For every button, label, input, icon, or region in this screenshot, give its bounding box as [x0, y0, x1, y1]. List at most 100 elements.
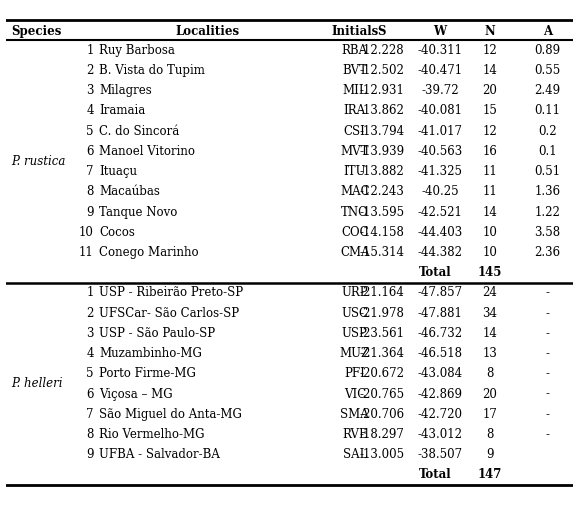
Text: 8: 8 [86, 428, 94, 441]
Text: -41.017: -41.017 [417, 125, 463, 138]
Text: Rio Vermelho-MG: Rio Vermelho-MG [100, 428, 205, 441]
Text: -13.939: -13.939 [360, 145, 405, 158]
Text: Total: Total [419, 469, 451, 481]
Text: Ituaçu: Ituaçu [100, 165, 137, 178]
Text: 9: 9 [86, 448, 94, 461]
Text: -: - [545, 387, 549, 400]
Text: -: - [545, 428, 549, 441]
Text: 24: 24 [482, 286, 497, 299]
Text: SAL: SAL [343, 448, 367, 461]
Text: -40.311: -40.311 [417, 44, 463, 57]
Text: 7: 7 [86, 408, 94, 421]
Text: Muzambinho-MG: Muzambinho-MG [100, 347, 202, 360]
Text: Ruy Barbosa: Ruy Barbosa [100, 44, 175, 57]
Text: BVT: BVT [342, 64, 367, 77]
Text: ITU: ITU [343, 165, 366, 178]
Text: 10: 10 [482, 226, 497, 239]
Text: -13.595: -13.595 [360, 206, 405, 219]
Text: Viçosa – MG: Viçosa – MG [100, 387, 173, 400]
Text: 9: 9 [86, 206, 94, 219]
Text: -47.857: -47.857 [417, 286, 463, 299]
Text: 0.51: 0.51 [534, 165, 560, 178]
Text: 9: 9 [486, 448, 493, 461]
Text: 0.1: 0.1 [538, 145, 557, 158]
Text: -13.882: -13.882 [360, 165, 404, 178]
Text: -18.297: -18.297 [360, 428, 404, 441]
Text: 10: 10 [79, 226, 94, 239]
Text: Tanque Novo: Tanque Novo [100, 206, 178, 219]
Text: USP - São Paulo-SP: USP - São Paulo-SP [100, 327, 215, 340]
Text: 6: 6 [86, 145, 94, 158]
Text: MUZ: MUZ [340, 347, 370, 360]
Text: USP - Ribeirão Preto-SP: USP - Ribeirão Preto-SP [100, 286, 244, 299]
Text: MAC: MAC [340, 185, 369, 198]
Text: -: - [545, 286, 549, 299]
Text: MVT: MVT [340, 145, 369, 158]
Text: -20.765: -20.765 [360, 387, 405, 400]
Text: -: - [545, 327, 549, 340]
Text: Species: Species [12, 25, 62, 37]
Text: W: W [433, 25, 446, 37]
Text: 8: 8 [86, 185, 94, 198]
Text: -40.25: -40.25 [421, 185, 459, 198]
Text: CMA: CMA [340, 246, 369, 259]
Text: 0.11: 0.11 [534, 105, 560, 118]
Text: -12.931: -12.931 [360, 84, 404, 97]
Text: 12: 12 [482, 125, 497, 138]
Text: Macaúbas: Macaúbas [100, 185, 160, 198]
Text: A: A [543, 25, 552, 37]
Text: SMA: SMA [340, 408, 369, 421]
Text: -42.720: -42.720 [417, 408, 463, 421]
Text: 11: 11 [79, 246, 94, 259]
Text: RBA: RBA [342, 44, 368, 57]
Text: 1.22: 1.22 [535, 206, 560, 219]
Text: 2: 2 [86, 307, 94, 320]
Text: IRA: IRA [344, 105, 366, 118]
Text: 17: 17 [482, 408, 497, 421]
Text: 147: 147 [478, 469, 502, 481]
Text: 14: 14 [482, 206, 497, 219]
Text: 4: 4 [86, 347, 94, 360]
Text: -13.862: -13.862 [360, 105, 404, 118]
Text: 34: 34 [482, 307, 497, 320]
Text: 5: 5 [86, 125, 94, 138]
Text: RVE: RVE [342, 428, 368, 441]
Text: 10: 10 [482, 246, 497, 259]
Text: -46.732: -46.732 [417, 327, 463, 340]
Text: -42.869: -42.869 [417, 387, 463, 400]
Text: CSI: CSI [344, 125, 366, 138]
Text: -44.382: -44.382 [417, 246, 463, 259]
Text: 2.49: 2.49 [534, 84, 560, 97]
Text: 2: 2 [86, 64, 94, 77]
Text: -44.403: -44.403 [417, 226, 463, 239]
Text: TNO: TNO [341, 206, 369, 219]
Text: -13.794: -13.794 [360, 125, 405, 138]
Text: Iramaia: Iramaia [100, 105, 146, 118]
Text: Initials: Initials [331, 25, 379, 37]
Text: Total: Total [419, 266, 451, 279]
Text: 5: 5 [86, 367, 94, 380]
Text: -43.084: -43.084 [417, 367, 463, 380]
Text: -12.243: -12.243 [360, 185, 404, 198]
Text: -40.081: -40.081 [417, 105, 463, 118]
Text: -21.978: -21.978 [360, 307, 404, 320]
Text: -20.672: -20.672 [360, 367, 405, 380]
Text: COC: COC [341, 226, 369, 239]
Text: 8: 8 [486, 367, 493, 380]
Text: 14: 14 [482, 64, 497, 77]
Text: 2.36: 2.36 [534, 246, 560, 259]
Text: -41.325: -41.325 [417, 165, 463, 178]
Text: UFBA - Salvador-BA: UFBA - Salvador-BA [100, 448, 220, 461]
Text: 3: 3 [86, 327, 94, 340]
Text: 0.55: 0.55 [534, 64, 561, 77]
Text: -: - [545, 347, 549, 360]
Text: 1.36: 1.36 [534, 185, 560, 198]
Text: -38.507: -38.507 [417, 448, 463, 461]
Text: Cocos: Cocos [100, 226, 135, 239]
Text: -43.012: -43.012 [417, 428, 463, 441]
Text: C. do Sincorá: C. do Sincorá [100, 125, 179, 138]
Text: -: - [545, 408, 549, 421]
Text: -42.521: -42.521 [417, 206, 462, 219]
Text: 3: 3 [86, 84, 94, 97]
Text: 11: 11 [482, 185, 497, 198]
